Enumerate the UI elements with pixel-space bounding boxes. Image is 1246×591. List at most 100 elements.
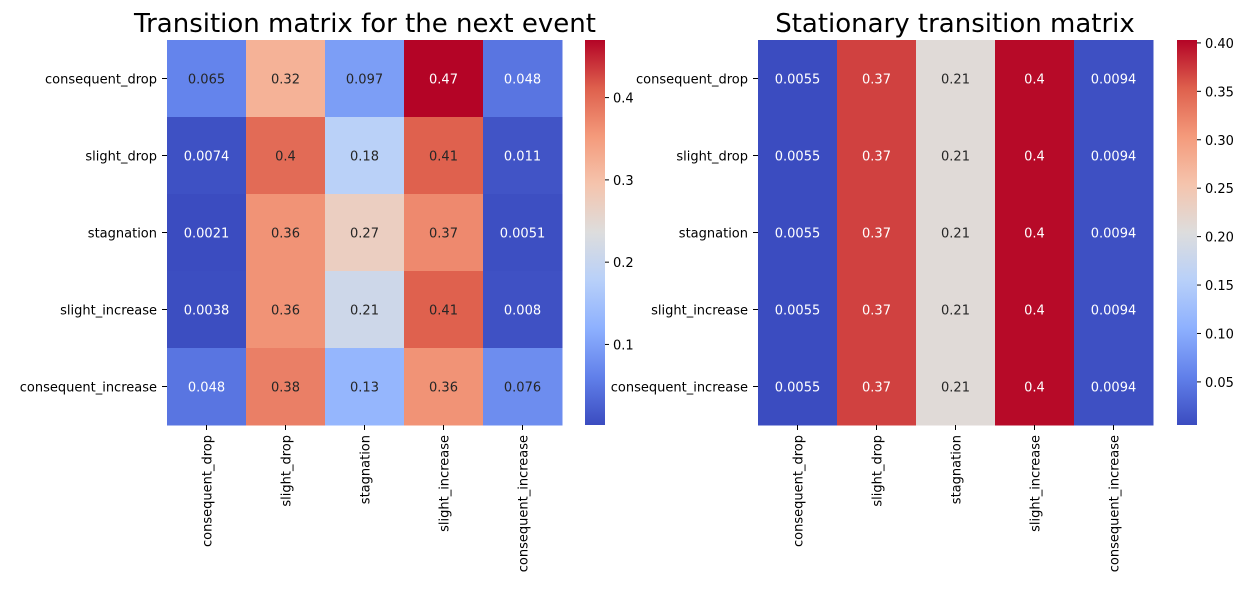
colorbar-tick-label: 0.05: [1205, 376, 1234, 391]
heatmap-cell: [1074, 40, 1154, 118]
cell-value-label: 0.38: [271, 381, 300, 396]
cell-value-label: 0.36: [271, 304, 300, 319]
cell-value-label: 0.37: [862, 304, 891, 319]
heatmap-cell: [758, 348, 838, 426]
cell-value-label: 0.0094: [1091, 150, 1137, 165]
heatmap-cell: [916, 40, 996, 118]
heatmap-cell: [404, 194, 484, 272]
heatmap-cell: [246, 117, 326, 195]
cell-value-label: 0.097: [346, 73, 383, 88]
heatmap-cell: [916, 117, 996, 195]
heatmap-cell: [483, 40, 563, 118]
heatmap-cell: [837, 40, 917, 118]
cell-value-label: 0.21: [941, 150, 970, 165]
heatmap-cell: [404, 348, 484, 426]
cell-value-label: 0.13: [350, 381, 379, 396]
y-tick-label: stagnation: [679, 227, 748, 242]
cell-value-label: 0.32: [271, 73, 300, 88]
cell-value-label: 0.47: [429, 73, 458, 88]
cell-value-label: 0.4: [1024, 227, 1045, 242]
x-tick-label: stagnation: [359, 435, 374, 504]
heatmap-cell: [246, 194, 326, 272]
cell-value-label: 0.21: [941, 73, 970, 88]
y-tick-label: consequent_increase: [20, 381, 157, 396]
heatmap-cell: [758, 194, 838, 272]
y-tick-label: slight_drop: [676, 150, 748, 165]
cell-value-label: 0.0074: [184, 150, 230, 165]
heatmap-cell: [916, 348, 996, 426]
cell-value-label: 0.4: [1024, 304, 1045, 319]
y-tick-label: consequent_increase: [611, 381, 748, 396]
cell-value-label: 0.0094: [1091, 304, 1137, 319]
heatmap-cell: [837, 271, 917, 349]
y-tick-label: slight_increase: [60, 304, 157, 319]
cell-value-label: 0.0055: [775, 73, 821, 88]
cell-value-label: 0.065: [188, 73, 225, 88]
heatmap-cell: [167, 40, 247, 118]
heatmap-cell: [995, 40, 1075, 118]
cell-value-label: 0.0094: [1091, 381, 1137, 396]
x-tick-label: stagnation: [950, 435, 965, 504]
cell-value-label: 0.4: [275, 150, 296, 165]
cell-value-label: 0.37: [862, 73, 891, 88]
y-tick-label: consequent_drop: [45, 73, 157, 88]
heatmap-cell: [916, 271, 996, 349]
heatmap-cell: [483, 117, 563, 195]
heatmap-cell: [837, 117, 917, 195]
heatmap-cell: [837, 194, 917, 272]
cell-value-label: 0.27: [350, 227, 379, 242]
colorbar: [585, 40, 605, 425]
heatmap-cell: [995, 271, 1075, 349]
y-tick-label: consequent_drop: [636, 73, 748, 88]
cell-value-label: 0.0055: [775, 227, 821, 242]
heatmap-cell: [325, 348, 405, 426]
cell-value-label: 0.37: [429, 227, 458, 242]
colorbar-tick-label: 0.30: [1205, 134, 1234, 149]
heatmap-cell: [483, 194, 563, 272]
heatmap-cell: [404, 271, 484, 349]
colorbar-tick-label: 0.3: [613, 174, 634, 189]
heatmap-cell: [1074, 194, 1154, 272]
heatmap-cell: [167, 271, 247, 349]
cell-value-label: 0.21: [941, 381, 970, 396]
x-tick-label: consequent_drop: [201, 435, 216, 547]
colorbar: [1177, 40, 1197, 425]
heatmap-panel-stationary: Stationary transition matrix 0.0055 0.37 0.…: [611, 9, 1234, 572]
heatmap-cell: [404, 117, 484, 195]
cell-value-label: 0.4: [1024, 150, 1045, 165]
heatmap-cell: [246, 271, 326, 349]
cell-value-label: 0.21: [941, 227, 970, 242]
cell-value-label: 0.0094: [1091, 227, 1137, 242]
heatmap-cell: [1074, 348, 1154, 426]
heatmap-cell: [758, 117, 838, 195]
x-tick-label: consequent_increase: [517, 435, 532, 572]
chart-title: Transition matrix for the next event: [133, 9, 596, 39]
cell-value-label: 0.0038: [184, 304, 230, 319]
cell-value-label: 0.0055: [775, 304, 821, 319]
heatmap-cell: [758, 40, 838, 118]
cell-value-label: 0.18: [350, 150, 379, 165]
x-tick-label: consequent_increase: [1108, 435, 1123, 572]
cell-value-label: 0.008: [504, 304, 541, 319]
heatmap-cell: [995, 117, 1075, 195]
cell-value-label: 0.21: [941, 304, 970, 319]
heatmap-cell: [167, 348, 247, 426]
x-tick-label: consequent_drop: [792, 435, 807, 547]
heatmap-cell: [758, 271, 838, 349]
cell-value-label: 0.076: [504, 381, 541, 396]
cell-value-label: 0.36: [429, 381, 458, 396]
colorbar-tick-label: 0.1: [613, 338, 634, 353]
colorbar-tick-label: 0.15: [1205, 279, 1234, 294]
heatmap-cell: [246, 40, 326, 118]
cell-value-label: 0.37: [862, 227, 891, 242]
colorbar-tick-label: 0.20: [1205, 231, 1234, 246]
cell-value-label: 0.048: [188, 381, 225, 396]
heatmap-cell: [1074, 271, 1154, 349]
heatmap-cell: [325, 194, 405, 272]
cell-value-label: 0.048: [504, 73, 541, 88]
y-tick-label: slight_increase: [651, 304, 748, 319]
heatmap-cell: [995, 194, 1075, 272]
x-tick-label: slight_drop: [280, 435, 295, 507]
heatmap-cell: [404, 40, 484, 118]
